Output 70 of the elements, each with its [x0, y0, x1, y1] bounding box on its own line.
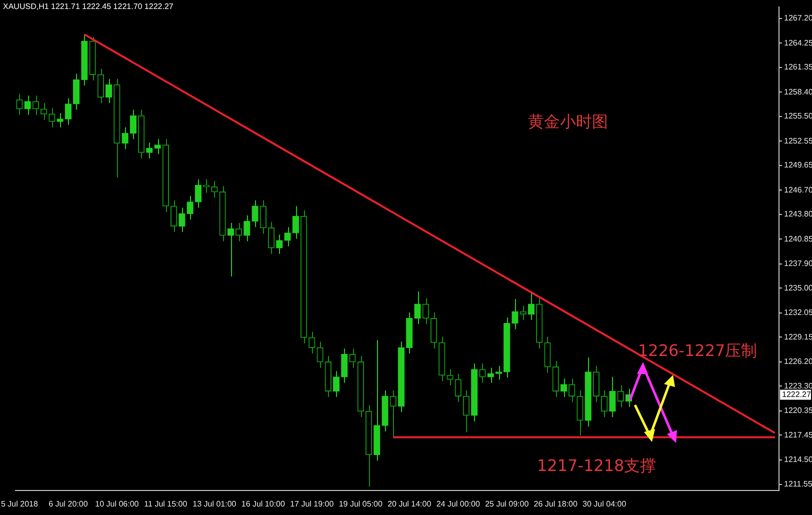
candlestick: [479, 363, 486, 384]
candlestick: [544, 336, 551, 374]
x-tick-label: 13 Jul 01:00: [192, 499, 237, 508]
candlestick: [609, 376, 616, 418]
candlestick: [462, 390, 470, 433]
candlestick: [154, 138, 161, 155]
y-tick-label: 1211.55: [784, 480, 812, 489]
candlestick: [349, 348, 356, 368]
candlestick: [244, 214, 250, 242]
candlestick: [32, 95, 40, 116]
annotation: 1217-1218支撑: [537, 456, 656, 475]
candlestick: [178, 207, 186, 233]
candlestick: [332, 370, 340, 398]
x-tick-label: 25 Jul 09:00: [485, 499, 530, 508]
candlestick: [211, 180, 218, 198]
candlestick: [130, 109, 137, 140]
x-tick-label: 5 Jul 2018: [1, 499, 38, 508]
x-tick-label: 6 Jul 20:00: [48, 499, 88, 508]
candlestick: [146, 142, 153, 159]
candlestick: [414, 291, 421, 325]
annotation: 1222.27: [782, 390, 812, 399]
candlestick: [276, 234, 283, 254]
candlestick: [341, 348, 348, 384]
x-tick-label: 10 Jul 06:00: [95, 499, 140, 508]
candlestick: [446, 368, 454, 386]
candlestick: [64, 98, 72, 126]
candlestick: [284, 226, 291, 247]
candlestick: [235, 222, 242, 242]
candlestick: [422, 298, 429, 325]
candlestick: [512, 298, 518, 330]
x-tick-label: 11 Jul 15:00: [144, 499, 188, 508]
candlestick: [268, 222, 275, 254]
candlestick: [227, 222, 234, 277]
candlestick: [24, 95, 31, 116]
candlestick: [16, 93, 23, 116]
annotation: 黄金小时图: [528, 112, 608, 131]
candlestick: [390, 390, 396, 439]
candlestick: [576, 390, 584, 436]
candlestick: [170, 200, 178, 233]
annotation: 1226-1227压制: [638, 341, 758, 360]
x-tick-label: 20 Jul 14:00: [388, 499, 432, 508]
candlestick: [568, 378, 576, 403]
candlestick: [308, 331, 316, 354]
x-tick-label: 26 Jul 18:00: [534, 499, 578, 508]
x-tick-label: 17 Jul 19:00: [290, 499, 334, 508]
candlestick: [186, 196, 194, 220]
chart-title: XAUUSD,H1 1221.71 1222.45 1221.70 1222.27: [3, 2, 174, 11]
candlestick: [552, 360, 559, 398]
x-tick-label: 16 Jul 10:00: [241, 499, 286, 508]
candlestick: [316, 341, 324, 368]
candlestick: [252, 200, 258, 228]
candlestick: [40, 102, 48, 120]
candlestick: [56, 112, 64, 128]
candlestick: [48, 108, 56, 128]
x-tick-label: 19 Jul 05:00: [338, 499, 383, 508]
candlestick: [194, 178, 202, 208]
candlestick: [454, 373, 462, 403]
candlestick: [592, 366, 600, 403]
candlestick: [292, 206, 299, 240]
candlestick: [487, 367, 494, 384]
x-tick-label: 24 Jul 00:00: [436, 499, 480, 508]
candlestick: [260, 200, 266, 234]
x-tick-label: 30 Jul 04:00: [582, 499, 627, 508]
candlestick: [202, 178, 210, 194]
candlestick: [97, 68, 104, 104]
candlestick: [617, 384, 624, 408]
candlestick: [72, 73, 80, 110]
candlestick: [105, 78, 112, 104]
candlestick: [430, 312, 438, 349]
candlestick: [601, 390, 608, 418]
